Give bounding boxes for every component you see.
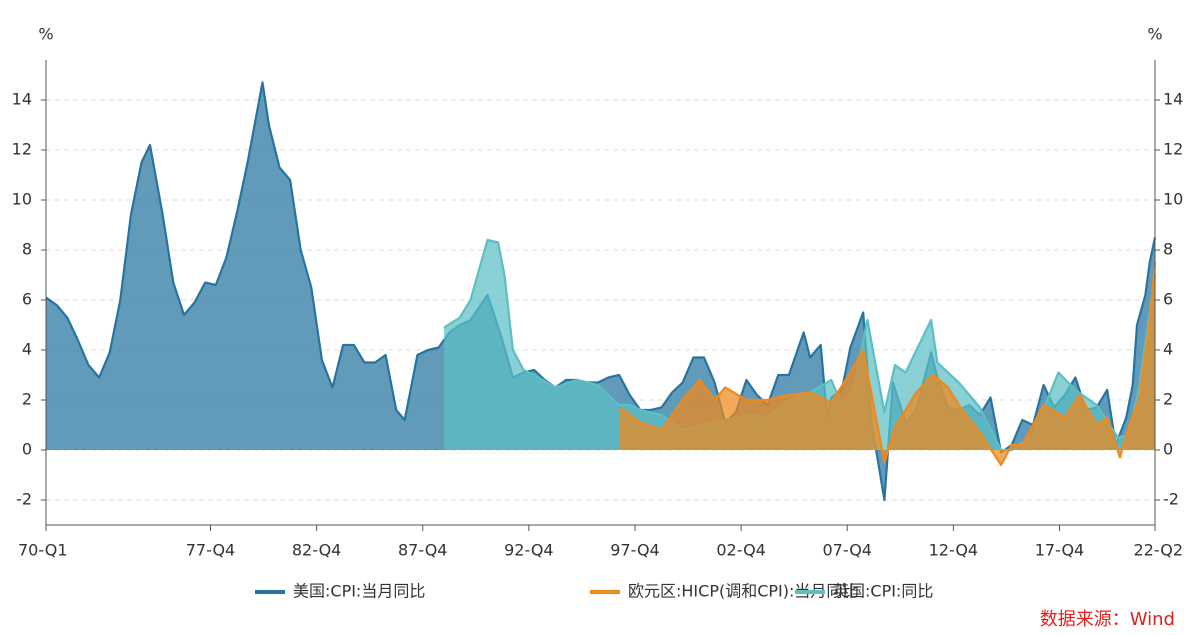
legend-label: 欧元区:HICP(调和CPI):当月同比 bbox=[628, 582, 858, 601]
y2-tick-label: 8 bbox=[1163, 240, 1173, 259]
y-tick-label: 6 bbox=[22, 290, 32, 309]
legend-label: 英国:CPI:同比 bbox=[833, 582, 933, 601]
x-tick-label: 22-Q2 bbox=[1134, 541, 1184, 560]
y-tick-label: 8 bbox=[22, 240, 32, 259]
x-tick-label: 87-Q4 bbox=[398, 541, 448, 560]
legend-label: 美国:CPI:当月同比 bbox=[293, 582, 425, 601]
x-tick-label: 12-Q4 bbox=[929, 541, 979, 560]
x-tick-label: 92-Q4 bbox=[504, 541, 554, 560]
y-tick-label: 2 bbox=[22, 390, 32, 409]
series-line bbox=[618, 262, 1157, 467]
x-tick-label: 70-Q1 bbox=[18, 541, 68, 560]
area-fill bbox=[619, 262, 1155, 465]
y-tick-label: 12 bbox=[12, 140, 32, 159]
y2-tick-label: 2 bbox=[1163, 390, 1173, 409]
x-tick-label: 02-Q4 bbox=[716, 541, 766, 560]
x-tick-label: 97-Q4 bbox=[610, 541, 660, 560]
x-tick-label: 77-Q4 bbox=[186, 541, 236, 560]
y2-tick-label: 10 bbox=[1163, 190, 1183, 209]
y-tick-label: -2 bbox=[16, 490, 32, 509]
y2-tick-label: 12 bbox=[1163, 140, 1183, 159]
y2-unit: % bbox=[1147, 25, 1162, 44]
y-tick-label: 0 bbox=[22, 440, 32, 459]
series-line bbox=[45, 81, 1157, 502]
y-tick-label: 14 bbox=[12, 90, 32, 109]
x-tick-label: 07-Q4 bbox=[822, 541, 872, 560]
y2-tick-label: -2 bbox=[1163, 490, 1179, 509]
y2-tick-label: 4 bbox=[1163, 340, 1173, 359]
x-tick-label: 17-Q4 bbox=[1035, 541, 1085, 560]
y-tick-label: 10 bbox=[12, 190, 32, 209]
x-tick-label: 82-Q4 bbox=[292, 541, 342, 560]
y-unit: % bbox=[38, 25, 53, 44]
area-fill bbox=[46, 82, 1155, 500]
y2-tick-label: 6 bbox=[1163, 290, 1173, 309]
source-note: 数据来源：Wind bbox=[1040, 609, 1175, 630]
y-tick-label: 4 bbox=[22, 340, 32, 359]
y2-tick-label: 14 bbox=[1163, 90, 1183, 109]
y2-tick-label: 0 bbox=[1163, 440, 1173, 459]
